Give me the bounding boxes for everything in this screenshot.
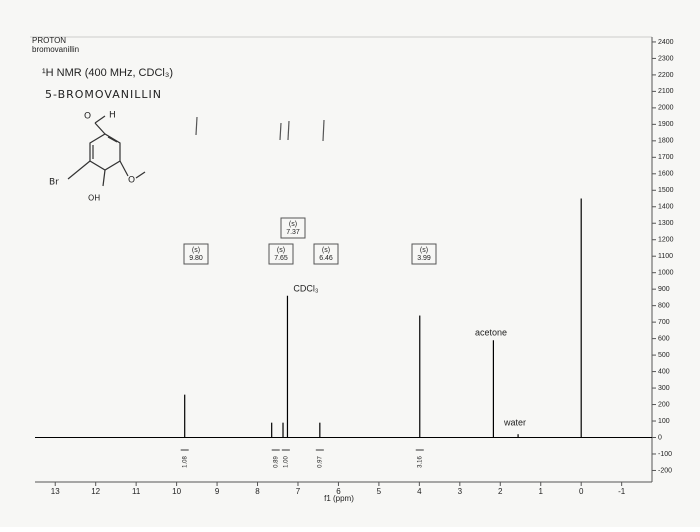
y-tick-label: 2400: [658, 39, 674, 46]
y-tick-label: 500: [658, 352, 670, 359]
annotation: water: [503, 417, 526, 427]
x-tick-label: 2: [498, 487, 503, 496]
bond: [102, 169, 106, 187]
peak-label-shift: 7.37: [286, 229, 300, 236]
x-tick-label: 11: [132, 487, 141, 496]
y-tick-label: 1300: [658, 220, 674, 227]
peak-label-shift: 7.65: [274, 255, 288, 262]
y-tick-label: 2100: [658, 88, 674, 95]
integral-label: 0.89: [273, 456, 279, 468]
x-tick-label: 3: [458, 487, 463, 496]
peak-label-multiplicity: (s): [277, 247, 285, 254]
x-tick-label: 8: [255, 487, 260, 496]
inset-marks: [195, 116, 325, 142]
x-tick-label: 9: [215, 487, 220, 496]
structure-label: OH: [88, 194, 100, 203]
y-tick-label: 400: [658, 368, 670, 375]
x-tick-label: 0: [579, 487, 584, 496]
y-tick-label: 2000: [658, 105, 674, 112]
y-tick-label: 1200: [658, 237, 674, 244]
structure: [67, 115, 146, 187]
x-tick-label: 13: [51, 487, 60, 496]
x-axis-label: f1 (ppm): [324, 494, 354, 503]
experiment: ¹H NMR (400 MHz, CDCl₃): [42, 67, 173, 79]
y-tick-label: 1700: [658, 154, 674, 161]
y-tick-label: 600: [658, 335, 670, 342]
annotation: CDCl₃: [293, 283, 318, 293]
peak-label-multiplicity: (s): [289, 221, 297, 228]
y-tick-label: 1900: [658, 121, 674, 128]
structure-label: H: [109, 111, 116, 121]
y-tick-label: 1600: [658, 171, 674, 178]
inset-mark: [322, 119, 325, 142]
x-tick-label: 5: [377, 487, 382, 496]
y-tick-label: 1800: [658, 138, 674, 145]
peak-label-box: [183, 243, 209, 265]
x-tick-label: 4: [417, 487, 422, 496]
peak-label-multiplicity: (s): [420, 247, 428, 254]
handwritten-title: 5-BROMOVANILLIN: [45, 88, 162, 101]
subtitle: bromovanillin: [32, 45, 79, 54]
integral-label: 0.97: [317, 456, 323, 468]
integral-label: 1.08: [182, 456, 188, 468]
x-tick-label: 6: [336, 487, 341, 496]
x-tick-label: 1: [539, 487, 544, 496]
integral-label: 1.00: [283, 456, 289, 468]
bond: [67, 160, 91, 180]
peak-label-box: [268, 243, 294, 265]
bond: [135, 171, 146, 179]
y-tick-label: 1400: [658, 204, 674, 211]
y-tick-label: 2300: [658, 55, 674, 62]
y-tick-label: 700: [658, 319, 670, 326]
annotation: acetone: [475, 327, 507, 337]
integral-label: 3.16: [417, 456, 423, 468]
peak-label-box: [280, 217, 306, 239]
inset-mark: [195, 116, 198, 136]
peak-label-shift: 9.80: [189, 255, 203, 262]
x-tick-label: 12: [91, 487, 100, 496]
bond: [94, 115, 106, 124]
y-tick-label: -100: [658, 451, 672, 458]
y-tick-label: 300: [658, 385, 670, 392]
bond: [119, 160, 129, 177]
x-tick-label: 7: [296, 487, 301, 496]
y-tick-label: 800: [658, 302, 670, 309]
y-tick-label: 1100: [658, 253, 673, 260]
inset-mark: [279, 122, 282, 141]
peak-label-shift: 6.46: [319, 255, 333, 262]
x-tick-label: 10: [172, 487, 181, 496]
bond: [94, 122, 106, 135]
peak-label-box: [313, 243, 339, 265]
structure-label: O: [84, 112, 91, 122]
inset-mark: [287, 120, 290, 141]
y-tick-label: 1500: [658, 187, 674, 194]
y-tick-label: 200: [658, 401, 670, 408]
title: PROTON: [32, 36, 66, 45]
structure-label: O: [128, 176, 135, 186]
structure-label: Br: [49, 178, 59, 188]
peak-label-shift: 3.99: [417, 255, 431, 262]
y-tick-label: 900: [658, 286, 670, 293]
y-tick-label: 0: [658, 434, 662, 441]
x-tick-label: -1: [618, 487, 626, 496]
peak-label-multiplicity: (s): [192, 247, 200, 254]
y-tick-label: 100: [658, 418, 670, 425]
peak-label-box: [411, 243, 437, 265]
y-tick-label: -200: [658, 467, 672, 474]
bond: [107, 136, 118, 143]
y-tick-label: 2200: [658, 72, 674, 79]
peak-label-multiplicity: (s): [322, 247, 330, 254]
y-tick-label: 1000: [658, 270, 674, 277]
